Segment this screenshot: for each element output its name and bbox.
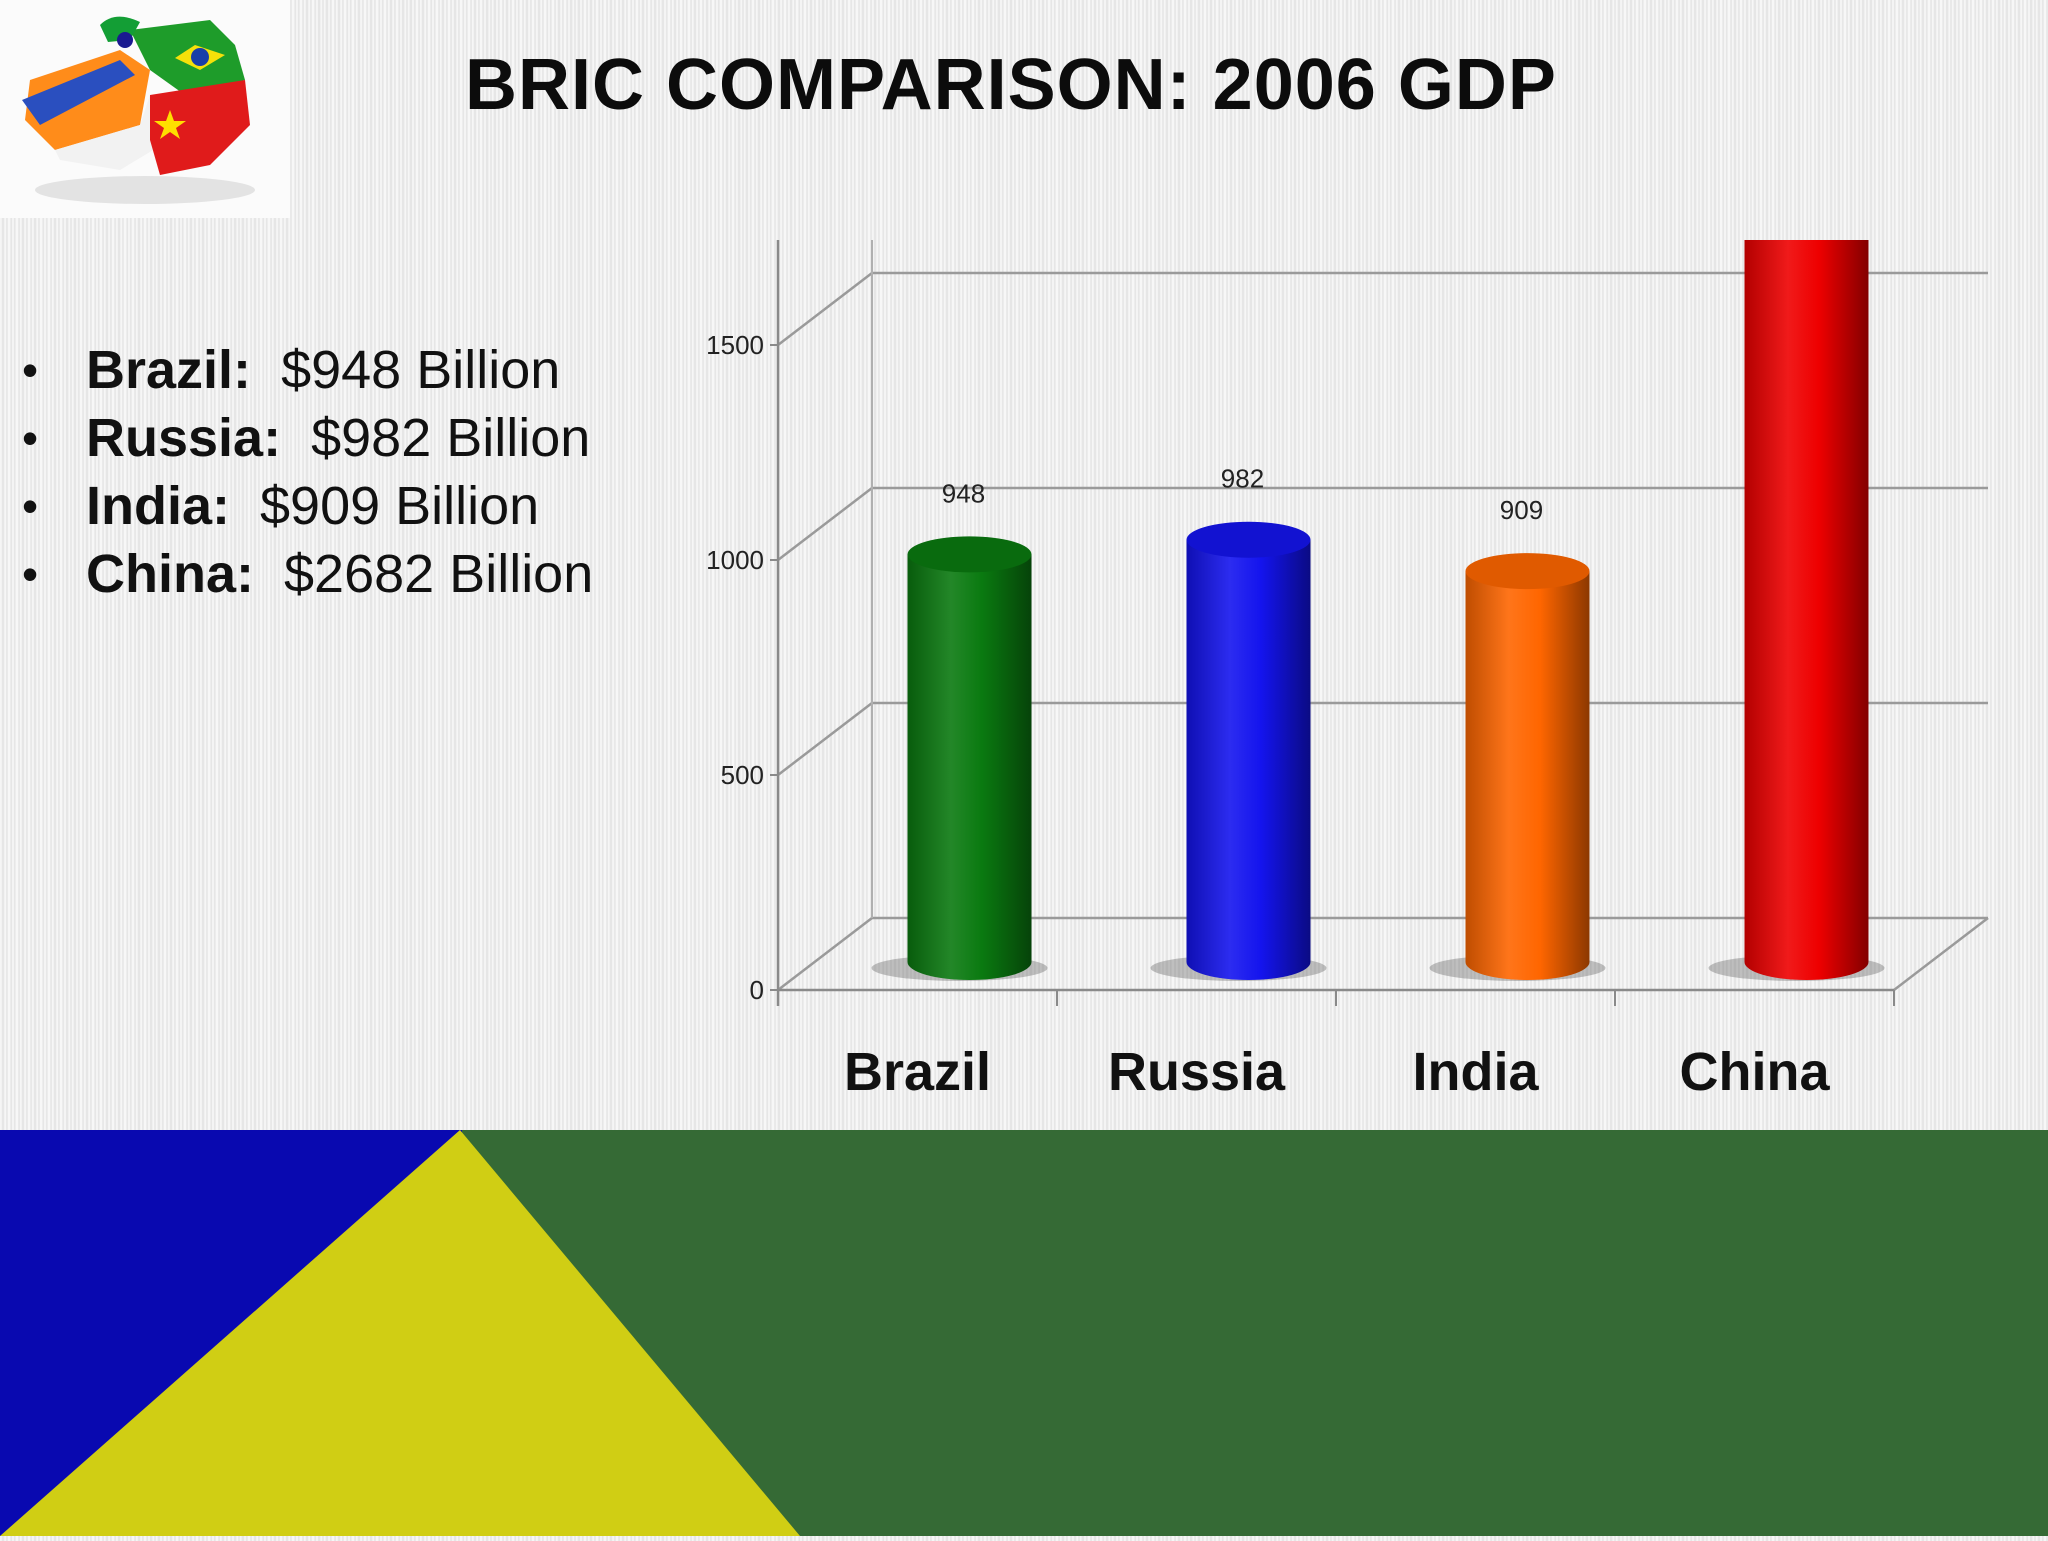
footer-yellow-triangle bbox=[0, 1130, 800, 1536]
bullet-dot: • bbox=[22, 480, 39, 532]
bullet-item: • Brazil: $948 Billion bbox=[22, 336, 593, 404]
bullet-value: $909 Billion bbox=[260, 476, 540, 536]
bullet-item: • Russia: $982 Billion bbox=[22, 404, 593, 472]
bullet-value: $982 Billion bbox=[311, 408, 591, 468]
bar-china bbox=[1744, 0, 1869, 980]
bullet-dot: • bbox=[22, 344, 39, 396]
gdp-bullet-list: • Brazil: $948 Billion • Russia: $982 Bill… bbox=[22, 336, 593, 608]
bric-puzzle-logo bbox=[0, 0, 290, 218]
bullet-item: • India: $909 Billion bbox=[22, 472, 593, 540]
gdp-bar-chart: 050010001500200025003000948Brazil982Russ… bbox=[640, 0, 2040, 1120]
bar-india bbox=[1465, 571, 1590, 980]
bullet-country: Brazil: bbox=[86, 340, 252, 400]
bullet-country: China: bbox=[86, 544, 254, 604]
bar-brazil bbox=[907, 554, 1032, 980]
bar-top-india bbox=[1465, 553, 1590, 590]
y-tick-label: 1000 bbox=[706, 545, 764, 575]
bar-top-russia bbox=[1186, 521, 1311, 558]
bullet-dot: • bbox=[22, 412, 39, 464]
gridline-side bbox=[777, 487, 873, 561]
bullet-country: Russia: bbox=[86, 408, 282, 468]
bullet-value: $948 Billion bbox=[281, 340, 561, 400]
slide-title: BRIC COMPARISON: 2006 GDP bbox=[465, 45, 1557, 125]
gridline-side bbox=[777, 272, 873, 346]
data-label: 909 bbox=[1500, 495, 1543, 525]
y-tick-label: 1500 bbox=[706, 330, 764, 360]
gridline-side bbox=[777, 702, 873, 776]
bullet-item: • China: $2682 Billion bbox=[22, 540, 593, 608]
bullet-value: $2682 Billion bbox=[284, 544, 594, 604]
data-label: 948 bbox=[942, 478, 985, 508]
floor-right-edge bbox=[1893, 917, 1989, 991]
data-label: 982 bbox=[1221, 464, 1264, 494]
x-category-label: India bbox=[1412, 1042, 1539, 1102]
footer-banner bbox=[0, 1130, 2048, 1536]
bar-russia bbox=[1186, 539, 1311, 980]
x-category-label: Russia bbox=[1108, 1042, 1286, 1102]
bar-top-brazil bbox=[907, 536, 1032, 573]
x-category-label: Brazil bbox=[844, 1042, 991, 1102]
chart-canvas: 050010001500200025003000948Brazil982Russ… bbox=[706, 0, 1989, 1102]
gridline-side bbox=[777, 917, 873, 991]
x-category-label: China bbox=[1679, 1042, 1830, 1102]
bullet-country: India: bbox=[86, 476, 230, 536]
y-tick-label: 0 bbox=[750, 975, 764, 1005]
y-tick-label: 500 bbox=[721, 760, 764, 790]
bullet-dot: • bbox=[22, 548, 39, 600]
